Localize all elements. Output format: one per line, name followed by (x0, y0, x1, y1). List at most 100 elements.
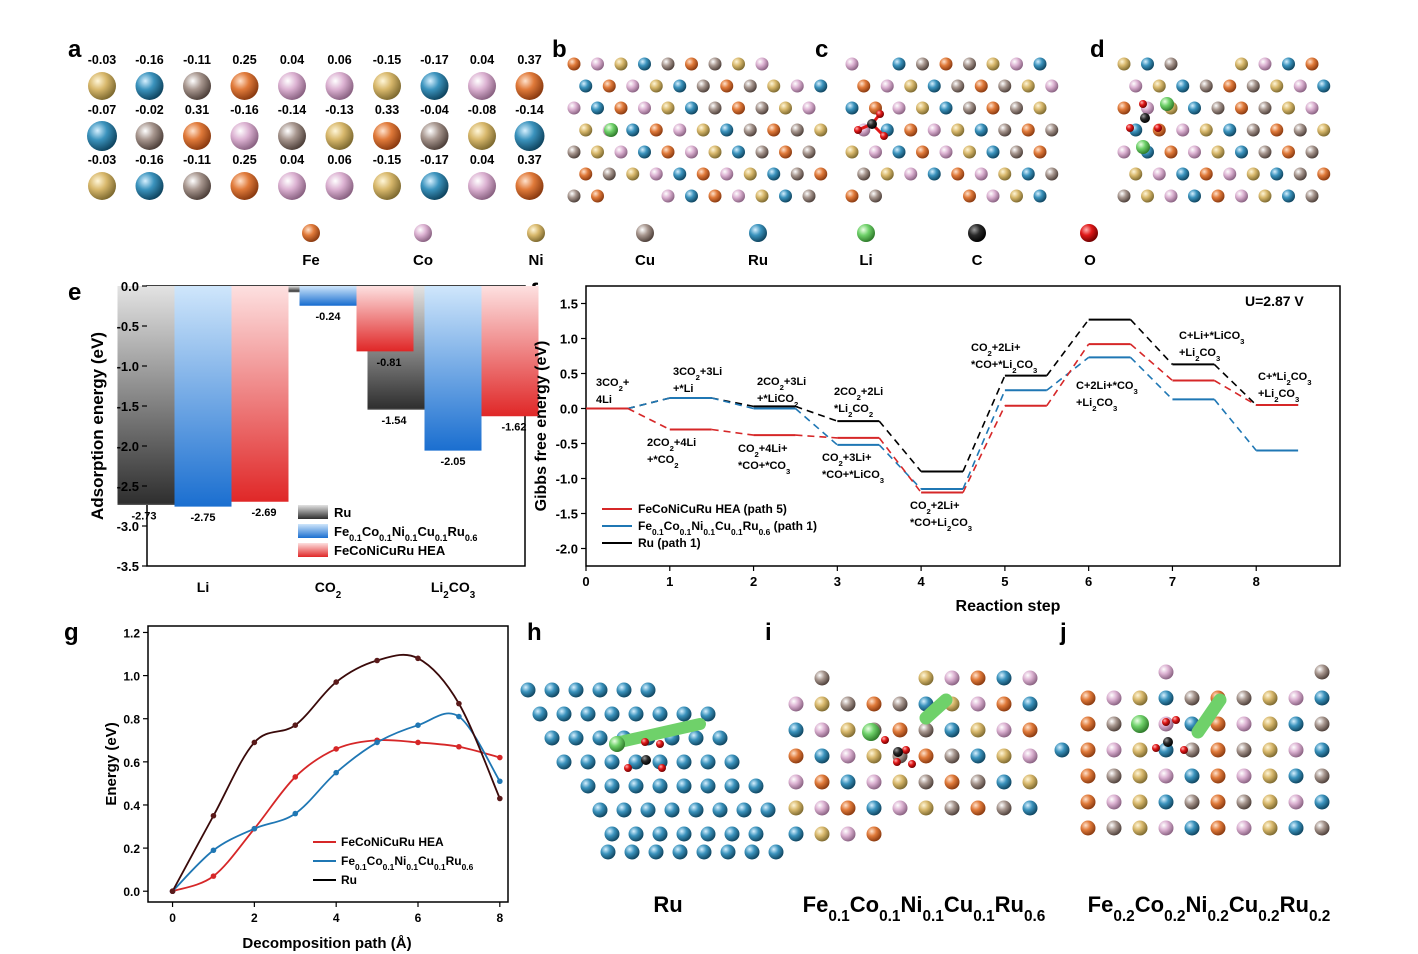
panel-h-atom-ru (600, 844, 616, 860)
panelB-atom-ni (708, 145, 722, 159)
panel-g-ytick-label: 1.0 (123, 670, 140, 684)
panel-a-charge-label: -0.03 (88, 153, 117, 167)
panel-h-atom-ru (640, 682, 656, 698)
panel-e-bar-value-label: -0.24 (315, 311, 341, 323)
panel-h-atom-ru (604, 778, 620, 794)
panel-g-point (374, 739, 380, 746)
panel-f-step-label: C+Li+*LiCO3 (1179, 330, 1244, 346)
panel-i-atom-cu (944, 748, 960, 764)
panel-c-structure (845, 57, 1059, 203)
panel-j-atom-ni (1262, 716, 1278, 732)
panel-h-atom-ru (628, 826, 644, 842)
panel-h-atom-ru (616, 682, 632, 698)
panelB-atom-cu (567, 189, 581, 203)
panel-e-bar (481, 286, 539, 416)
panel-a-charge-label: -0.17 (420, 53, 449, 67)
panelC-atom-ni (986, 57, 1000, 71)
panel-letter-g: g (64, 619, 79, 646)
panel-i-atom-co (814, 800, 830, 816)
panelB-atom-ru (638, 57, 651, 71)
panel-i-li-cluster (919, 693, 953, 725)
panel-j-atom-cu (1314, 820, 1330, 836)
panel-e-bar-value-label: -0.81 (376, 357, 401, 369)
panel-j-atom-c (1163, 737, 1173, 747)
panelC-atom-cu (1045, 123, 1059, 137)
panelC-atom-ni (845, 145, 859, 159)
panelD-atom-ni (1317, 123, 1331, 137)
panel-f-ytick-label: -2.0 (556, 542, 578, 557)
panel-e-ytick-label: -2.5 (117, 479, 139, 494)
panelC-atom-ru (845, 101, 859, 115)
panel-i-atom-ni (814, 826, 830, 842)
panel-h-atom-ru (544, 682, 560, 698)
panelD-atom-fe (1317, 167, 1331, 181)
panel-i-atom-ni (996, 748, 1012, 764)
panel-i-atom-cu (970, 774, 986, 790)
panelD-atom-cu (1199, 79, 1213, 93)
panelD-atom-ni (1282, 101, 1295, 115)
panelB-atom-ni (743, 167, 757, 181)
panel-g-point (251, 825, 258, 832)
panel-g-line-chart: 0 2 4 6 8 0.0 0.2 0.4 0.6 0.8 1.0 1.2 Decomposition… (103, 625, 509, 952)
panelB-atom-ni (614, 57, 628, 71)
panelD-atom-cu (1258, 101, 1272, 115)
panelD-atom-cu (1258, 145, 1272, 159)
panel-h-atom-ru (748, 826, 764, 842)
panel-a-charge-label: -0.17 (420, 153, 449, 167)
panel-e-legend-swatch (298, 505, 328, 519)
panel-g-point (210, 812, 217, 819)
panelD-atom-co (1223, 167, 1237, 181)
panelB-atom-cu (790, 167, 804, 181)
panel-j-atom-ni (1262, 742, 1278, 758)
panel-h-atom-ru (604, 706, 620, 722)
panel-c-atom-o (854, 126, 862, 134)
panelC-atom-co (974, 167, 988, 181)
panelC-atom-cu (963, 101, 976, 115)
panel-i-atom-ru (996, 774, 1012, 790)
panel-g-xtick-label: 0 (169, 911, 176, 925)
panel-i-atom-ni (892, 774, 908, 790)
panelC-atom-co (880, 79, 894, 93)
panel-h-atom-ru (616, 802, 632, 818)
panel-a-atom-co (468, 72, 496, 100)
panel-h-atom-ru (520, 682, 536, 698)
panel-j-atom-ru (1184, 820, 1200, 836)
panel-f-ytick-label: -1.0 (556, 472, 578, 487)
panel-a-charge-label: -0.02 (135, 103, 164, 117)
panel-g-point (497, 795, 503, 802)
panel-d-atom-li (1160, 97, 1174, 111)
panel-f-transition (627, 407, 671, 431)
panel-g-point (292, 774, 299, 780)
panel-e-bar (299, 286, 357, 306)
panel-h-atom-ru (720, 844, 736, 860)
panel-i-atom-cu (840, 696, 856, 712)
panel-h-atom-ru (580, 706, 596, 722)
panel-f-line-chart: 0 1 2 3 4 5 6 7 8 1.5 1.0 0.5 0.0 -0.5 -1.0 -1.5 -2.0 3C… (533, 285, 1341, 615)
panel-j-atom-cu (1236, 742, 1252, 758)
panel-f-transition (1213, 363, 1257, 406)
panelC-atom-ru (1033, 189, 1047, 203)
panel-i-atom-fe (892, 722, 908, 738)
panelC-atom-fe (951, 167, 965, 181)
panel-j-atom-cu (1314, 768, 1330, 784)
panel-g-series-line (172, 739, 501, 893)
panelB-atom-fe (567, 57, 581, 71)
panel-a-charge-label: -0.11 (183, 153, 211, 167)
panelC-atom-ni (1010, 189, 1023, 203)
panel-h-atom-ru (676, 754, 692, 770)
panelD-atom-co (1152, 167, 1166, 181)
panelB-atom-ni (767, 79, 781, 93)
panel-f-step-label: +Li2CO3 (1076, 397, 1117, 413)
panel-g-point (456, 700, 462, 707)
panel-f-step-label: 2CO2+3Li (757, 376, 806, 392)
panel-j-atom-co (1236, 716, 1252, 732)
panelC-atom-cu (963, 57, 976, 71)
panel-j-atom-ru (1184, 768, 1200, 784)
panelD-atom-co (1188, 145, 1201, 159)
panel-f-step-label: *Li2CO2 (834, 403, 873, 419)
panel-a-charge-label: 0.31 (185, 103, 209, 117)
panel-f-step-label: +Li2CO3 (1258, 388, 1299, 404)
panelB-atom-fe (685, 57, 698, 71)
panel-j-atom-ni (1132, 794, 1148, 810)
panelC-atom-cu (916, 57, 929, 71)
